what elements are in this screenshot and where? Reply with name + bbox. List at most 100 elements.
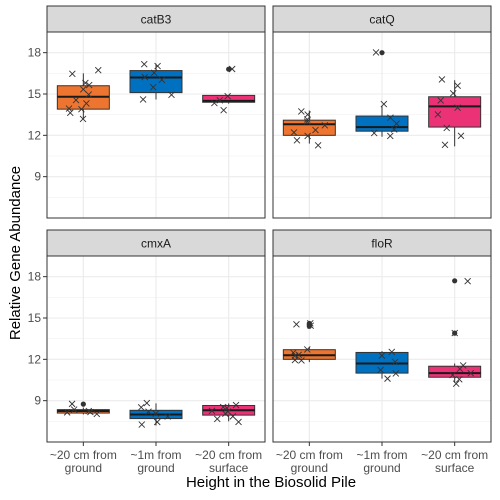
data-point [304,111,311,118]
data-point [78,105,85,113]
box-floR-1 [355,351,409,379]
box-body [428,96,482,128]
data-point-stroke [149,83,157,91]
data-point-stroke [63,409,71,416]
data-point [154,62,161,70]
data-point-stroke [451,329,459,337]
data-point [314,141,322,149]
data-point-stroke [455,375,463,383]
data-point-stroke [164,413,171,420]
data-point [66,109,74,117]
data-point [85,91,93,98]
data-point [388,348,396,356]
outlier-point [379,50,385,56]
data-point [150,69,158,77]
data-point [452,380,460,388]
data-point [441,141,449,149]
data-point [449,90,457,97]
data-point-stroke [449,90,457,97]
data-point [321,122,329,129]
data-point-stroke [93,410,101,418]
box-catB3-0 [56,73,110,119]
x-tick-label-line: ground [363,461,400,475]
data-point [438,76,446,83]
data-point-stroke [140,60,148,68]
strip-label-cmxA: cmxA [141,237,171,251]
data-point-stroke [457,132,465,140]
data-point [211,99,218,107]
data-point-stroke [303,346,311,353]
data-point-stroke [386,132,394,140]
data-point [139,96,147,103]
data-point [390,126,398,133]
data-point-stroke [377,366,384,374]
data-point [454,82,461,89]
data-point-stroke [138,421,146,428]
data-point [464,277,471,285]
data-point-stroke [66,109,74,117]
data-point [384,375,391,382]
data-point-stroke [370,129,378,137]
data-point-stroke [78,105,85,113]
data-point [85,81,93,89]
strip-catB3 [46,5,266,33]
data-point [303,346,311,353]
y-tick-label: 18 [28,46,42,60]
panel-border-catQ [272,31,492,219]
data-point-stroke [452,380,460,388]
data-point [208,407,216,415]
data-point-stroke [388,348,396,356]
data-point [85,407,93,415]
data-point-stroke [464,277,471,285]
data-point-stroke [467,369,475,377]
data-point-stroke [68,400,76,408]
data-point [297,108,305,115]
data-point-stroke [438,76,446,83]
x-tick-label: ~20 cm from ground [50,448,117,475]
data-point-stroke [228,65,236,73]
data-point-stroke [307,322,315,330]
data-point-stroke [298,357,305,364]
x-tick-label-line: surface [435,461,475,475]
data-point-stroke [153,418,161,426]
data-point-stroke [72,96,80,104]
data-point-stroke [312,126,319,134]
data-point-stroke [449,371,456,379]
strip-floR [272,229,492,257]
data-point-stroke [65,105,73,112]
data-point-stroke [208,407,216,415]
data-point-stroke [437,97,445,104]
data-point [220,106,227,114]
data-point [370,129,378,137]
data-point [454,104,461,111]
data-point [467,369,475,377]
data-point [392,370,400,377]
data-point [443,124,451,132]
data-point-stroke [220,106,227,114]
data-point [213,415,221,423]
data-point-stroke [82,79,89,87]
data-point-stroke [384,375,391,382]
y-tick-label: 12 [28,128,42,142]
data-point-stroke [304,132,311,140]
x-tick-label-line: ~20 cm from [195,448,262,462]
data-point-stroke [378,352,386,359]
x-tick-label-line: ground [137,461,174,475]
data-point-stroke [392,370,400,377]
data-point-stroke [139,96,147,103]
data-point [386,132,394,140]
data-point-stroke [295,351,302,359]
panel-border-catB3 [46,31,266,219]
data-point [72,96,80,104]
x-tick-label-line: ~1m from [356,448,407,462]
box-catQ-1 [355,50,409,137]
data-point [70,406,78,413]
data-point-stroke [235,418,242,426]
data-point [228,65,236,73]
data-point [449,371,456,379]
data-point-stroke [229,413,237,420]
strip-catQ [272,5,492,33]
data-point-stroke [321,122,329,129]
